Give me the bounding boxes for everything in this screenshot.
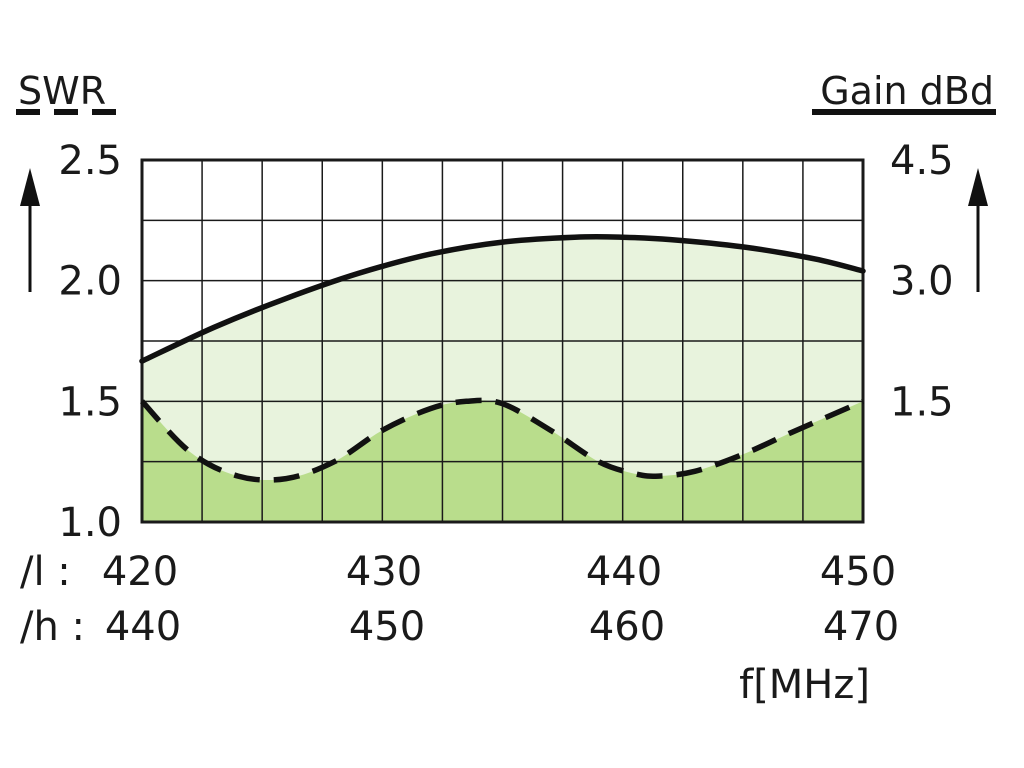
- right-up-arrow-icon: [968, 168, 988, 292]
- plot-frame: [140, 158, 865, 524]
- decor-layer: SWR Gain dBd f[MHz]: [16, 69, 996, 708]
- left-tick-label: 2.5: [58, 138, 122, 184]
- x-tick-label: 450: [349, 604, 425, 650]
- x-tick-label: 460: [589, 604, 665, 650]
- x-row-prefix: /h :: [20, 604, 85, 650]
- x-axis-title: f[MHz]: [739, 662, 870, 708]
- x-row-prefix: /l :: [20, 549, 71, 595]
- x-tick-label: 450: [820, 549, 896, 595]
- x-tick-label: 440: [105, 604, 181, 650]
- right-tick-label: 1.5: [890, 379, 954, 425]
- gain-series-line: [139, 233, 866, 364]
- grid-layer: [140, 158, 865, 524]
- x-tick-label: 420: [102, 549, 178, 595]
- x-tick-label: 470: [823, 604, 899, 650]
- left-up-arrow-icon: [20, 168, 40, 292]
- x-tick-label: 430: [346, 549, 422, 595]
- right-tick-label: 4.5: [890, 138, 954, 184]
- swr-series-line: [139, 397, 865, 483]
- left-axis-title: SWR: [18, 69, 106, 113]
- x-tick-label: 440: [586, 549, 662, 595]
- tick-labels-layer: 1.0 1.5 2.0 2.5 1.5 3.0 4.5/l : 420 430 440 450/h …: [20, 138, 954, 650]
- series-layer: [139, 233, 866, 483]
- left-tick-label: 2.0: [58, 259, 122, 305]
- right-axis-title: Gain dBd: [820, 69, 994, 113]
- left-tick-label: 1.0: [58, 500, 122, 546]
- right-tick-label: 3.0: [890, 259, 954, 305]
- left-tick-label: 1.5: [58, 379, 122, 425]
